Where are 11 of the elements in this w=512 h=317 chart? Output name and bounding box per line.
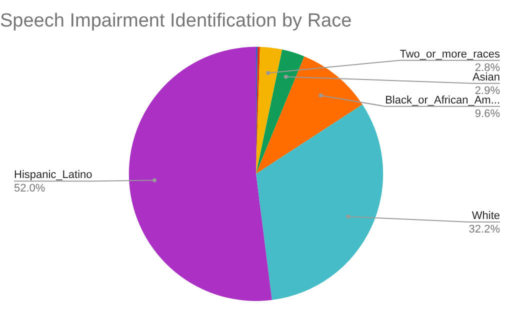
slice-label: Two_or_more_races [400,48,500,60]
slice-label: White [472,210,500,222]
slice-label: Asian [472,71,500,84]
data-label: 32.2% [468,223,500,236]
data-label: 52.0% [14,182,46,195]
slice-label: Hispanic_Latino [14,169,92,182]
data-label: 2.8% [474,62,500,74]
slice-label: Black_or_African_Am... [385,94,500,106]
chart-title: Speech Impairment Identification by Race [0,10,352,32]
data-label: 9.6% [474,108,500,120]
data-label: 2.9% [474,84,500,97]
